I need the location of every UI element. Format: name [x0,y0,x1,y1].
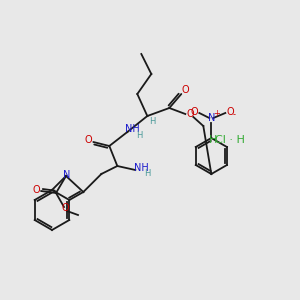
Text: H: H [144,169,151,178]
Text: N: N [208,113,215,123]
Text: H: H [149,118,155,127]
Text: O: O [190,107,198,117]
Text: O: O [85,135,92,145]
Text: Cl · H: Cl · H [215,135,245,145]
Text: -: - [233,110,236,119]
Text: O: O [61,203,69,213]
Text: H: H [136,130,142,140]
Text: +: + [213,110,220,118]
Text: NH: NH [134,163,149,173]
Text: O: O [226,107,234,117]
Text: H: H [209,135,217,145]
Text: O: O [182,85,189,95]
Text: NH: NH [125,124,140,134]
Text: O: O [32,185,40,195]
Text: N: N [63,170,71,180]
Text: O: O [187,109,194,119]
